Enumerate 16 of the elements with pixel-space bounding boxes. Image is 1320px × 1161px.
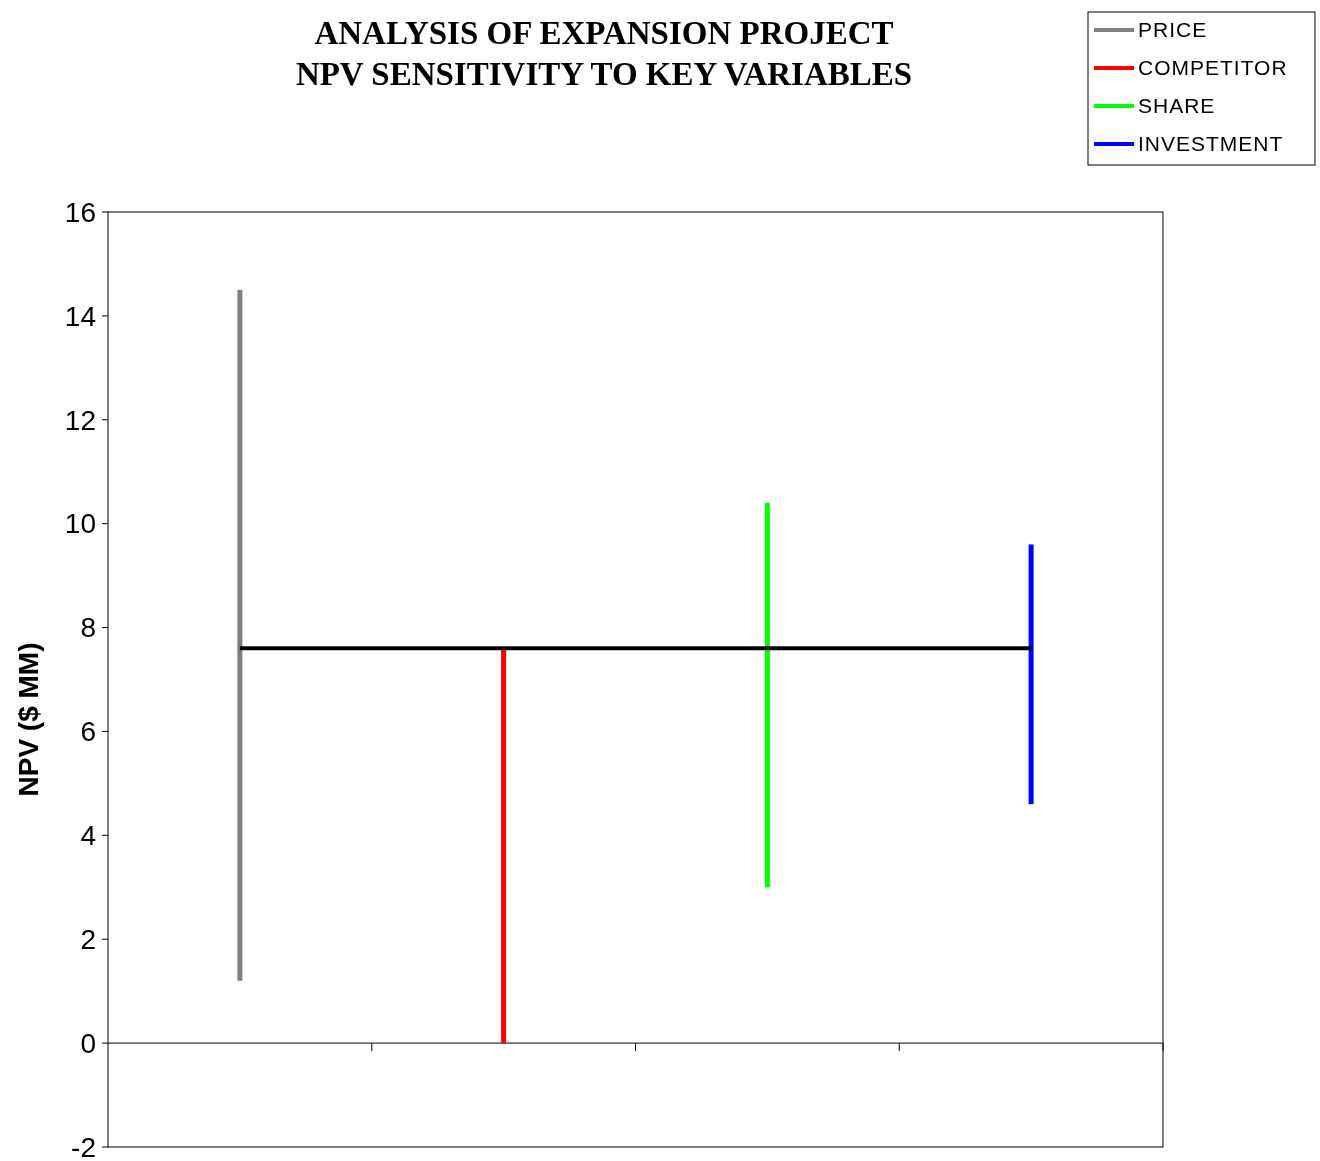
y-tick-label: 6	[80, 716, 96, 748]
y-tick-label: 12	[64, 404, 96, 436]
y-tick-label: -2	[71, 1131, 96, 1161]
chart-title: ANALYSIS OF EXPANSION PROJECT NPV SENSITIVITY TO KEY VARIABLES	[295, 15, 913, 92]
y-tick-label: 16	[64, 196, 96, 228]
y-tick-label: 2	[80, 924, 96, 956]
y-tick-label: 0	[80, 1027, 96, 1059]
legend-label: PRICE	[1138, 18, 1208, 42]
y-tick-label: 4	[80, 820, 96, 852]
legend-label: SHARE	[1138, 94, 1216, 118]
legend-label: INVESTMENT	[1138, 132, 1284, 156]
y-tick-label: 14	[64, 300, 96, 332]
y-tick-label: 8	[80, 612, 96, 644]
legend-label: COMPETITOR	[1138, 56, 1288, 80]
y-axis-title: NPV ($ MM)	[13, 642, 44, 797]
y-tick-label: 10	[64, 508, 96, 540]
